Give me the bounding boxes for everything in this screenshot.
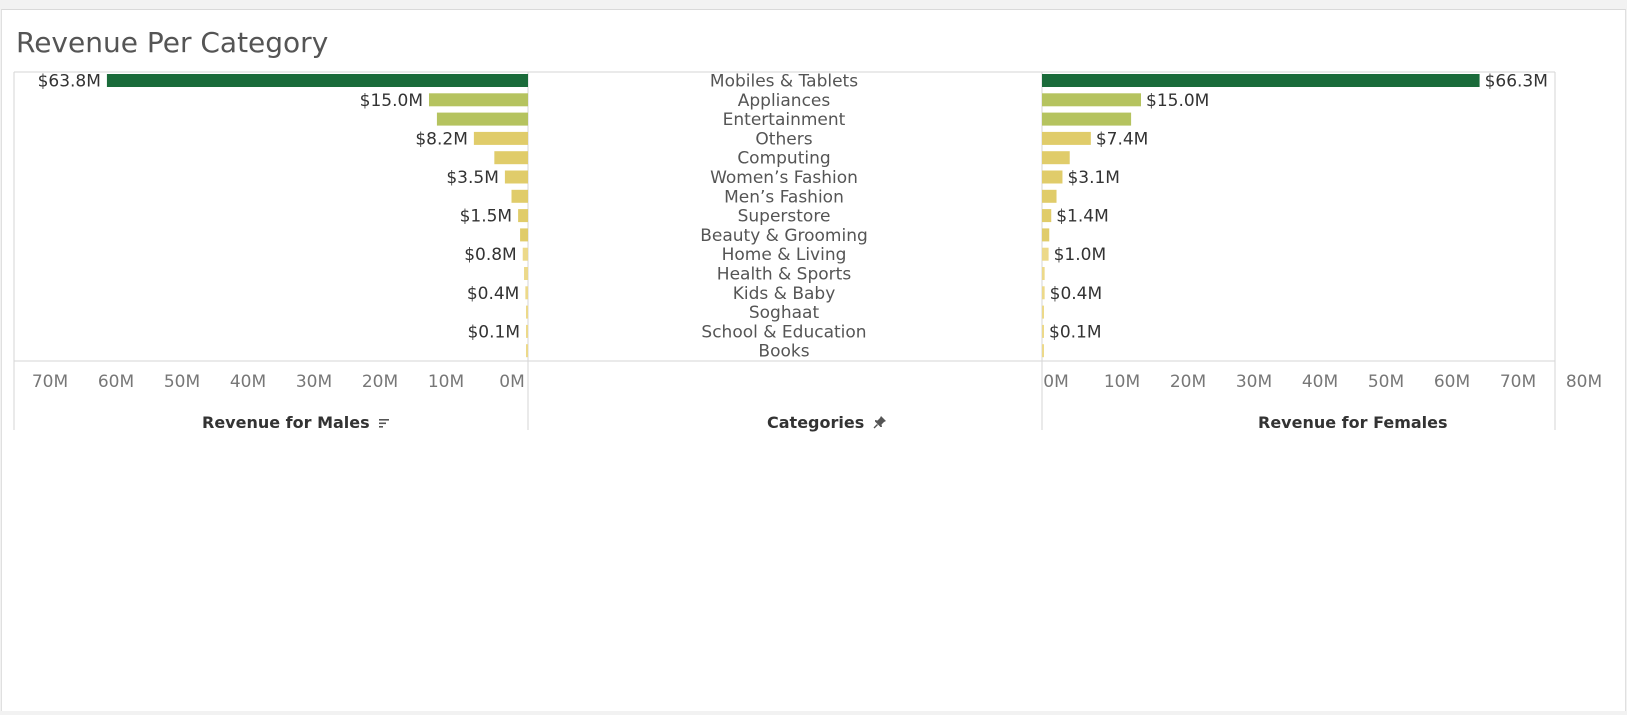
category-label: Men’s Fashion: [724, 187, 844, 207]
male-axis-tick-label: 60M: [98, 372, 134, 392]
female-data-label: $0.4M: [1050, 284, 1103, 304]
male-axis-tick-label: 50M: [164, 372, 200, 392]
female-bar[interactable]: [1042, 151, 1070, 165]
female-axis-tick-label: 50M: [1368, 372, 1404, 392]
category-label: Health & Sports: [717, 265, 852, 285]
category-label: Soghaat: [749, 303, 820, 323]
sort-icon[interactable]: [378, 414, 390, 433]
female-bar[interactable]: [1042, 305, 1044, 319]
dashboard-sheet: [1, 9, 1626, 711]
axis-title-categories[interactable]: Categories: [767, 413, 887, 433]
category-label: Mobiles & Tablets: [710, 72, 858, 92]
category-label: Others: [755, 129, 812, 149]
category-label: Appliances: [738, 91, 831, 111]
male-bar[interactable]: [525, 286, 528, 300]
male-axis-tick-label: 40M: [230, 372, 266, 392]
category-label: Superstore: [738, 207, 831, 227]
female-data-label: $1.4M: [1056, 207, 1109, 227]
male-bar[interactable]: [518, 209, 528, 223]
axis-title-males-label: Revenue for Males: [202, 413, 370, 432]
male-data-label: $0.8M: [464, 245, 517, 265]
male-bar[interactable]: [436, 112, 528, 126]
female-bar[interactable]: [1042, 344, 1044, 358]
male-bar[interactable]: [429, 93, 528, 107]
male-axis-tick-label: 10M: [428, 372, 464, 392]
category-label: Kids & Baby: [733, 284, 836, 304]
female-bar[interactable]: [1042, 74, 1480, 87]
female-data-label: $0.1M: [1049, 322, 1102, 342]
male-data-label: $63.8M: [38, 72, 101, 92]
axis-title-females-label: Revenue for Females: [1258, 413, 1448, 432]
category-label: Computing: [737, 149, 830, 169]
male-data-label: $8.2M: [415, 129, 468, 149]
male-bar[interactable]: [522, 247, 528, 261]
axis-title-males[interactable]: Revenue for Males: [202, 413, 390, 433]
male-bar[interactable]: [526, 324, 528, 338]
category-label: Home & Living: [722, 245, 847, 265]
female-data-label: $3.1M: [1067, 168, 1120, 188]
male-bar[interactable]: [504, 170, 528, 184]
female-bar[interactable]: [1042, 267, 1045, 280]
male-data-label: $0.4M: [467, 284, 520, 304]
male-bar[interactable]: [494, 151, 528, 165]
category-label: School & Education: [701, 322, 866, 342]
male-bar[interactable]: [473, 131, 528, 145]
female-bar[interactable]: [1042, 170, 1063, 184]
female-axis-tick-label: 70M: [1500, 372, 1536, 392]
male-axis-tick-label: 20M: [362, 372, 398, 392]
female-bar[interactable]: [1042, 324, 1044, 338]
female-axis-tick-label: 30M: [1236, 372, 1272, 392]
category-label: Entertainment: [723, 110, 846, 130]
axis-title-females[interactable]: Revenue for Females: [1258, 413, 1448, 432]
female-bar[interactable]: [1042, 228, 1050, 242]
female-bar[interactable]: [1042, 93, 1141, 107]
female-bar[interactable]: [1042, 209, 1052, 223]
male-bar[interactable]: [526, 344, 528, 358]
male-bar[interactable]: [524, 267, 528, 280]
female-data-label: $15.0M: [1146, 91, 1209, 111]
female-axis-tick-label: 10M: [1104, 372, 1140, 392]
female-axis-tick-label: 0M: [1043, 372, 1068, 392]
axis-title-categories-label: Categories: [767, 413, 865, 432]
male-axis-tick-label: 0M: [499, 372, 524, 392]
category-label: Books: [758, 342, 809, 362]
pin-icon[interactable]: [873, 414, 887, 433]
female-bar[interactable]: [1042, 131, 1091, 145]
page-title: Revenue Per Category: [16, 26, 329, 59]
female-bar[interactable]: [1042, 112, 1132, 126]
female-data-label: $66.3M: [1485, 72, 1548, 92]
male-axis-tick-label: 70M: [32, 372, 68, 392]
female-axis-tick-label: 40M: [1302, 372, 1338, 392]
male-bar[interactable]: [526, 305, 528, 319]
female-bar[interactable]: [1042, 189, 1057, 203]
male-bar[interactable]: [520, 228, 528, 242]
female-data-label: $7.4M: [1096, 129, 1149, 149]
male-data-label: $0.1M: [467, 322, 520, 342]
female-axis-tick-label: 20M: [1170, 372, 1206, 392]
female-bar[interactable]: [1042, 286, 1045, 300]
category-label: Women’s Fashion: [710, 168, 858, 188]
female-bar[interactable]: [1042, 247, 1049, 261]
male-data-label: $15.0M: [360, 91, 423, 111]
category-label: Beauty & Grooming: [700, 226, 868, 246]
male-bar[interactable]: [511, 189, 529, 203]
male-bar[interactable]: [106, 74, 529, 87]
male-axis-tick-label: 30M: [296, 372, 332, 392]
male-data-label: $1.5M: [460, 207, 513, 227]
female-axis-tick-label: 60M: [1434, 372, 1470, 392]
female-data-label: $1.0M: [1054, 245, 1107, 265]
male-data-label: $3.5M: [446, 168, 499, 188]
female-axis-tick-label: 80M: [1566, 372, 1602, 392]
